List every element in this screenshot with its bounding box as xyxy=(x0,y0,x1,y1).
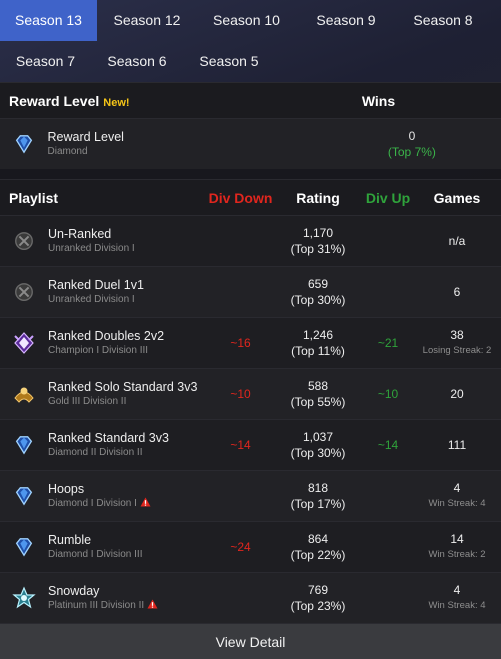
playlist-name: Snowday xyxy=(48,583,100,598)
tab-season-9[interactable]: Season 9 xyxy=(316,12,376,28)
tab-season-8[interactable]: Season 8 xyxy=(413,12,473,28)
table-row: Ranked Doubles 2v2 Champion I Division I… xyxy=(0,317,501,368)
reward-name: Reward Level xyxy=(47,130,124,144)
div-up-value: ~10 xyxy=(377,387,399,401)
streak-label: Win Streak: 2 xyxy=(428,549,486,560)
div-up-value: ~21 xyxy=(377,336,399,350)
table-row: Hoops Diamond I Division I 818 (Top 17%)… xyxy=(0,470,501,521)
table-row: Un-Ranked Unranked Division I 1,170 (Top… xyxy=(0,215,501,266)
rating-top: (Top 30%) xyxy=(290,446,346,460)
diamond-icon xyxy=(0,536,48,558)
playlist-division: Gold III Division II xyxy=(48,396,127,407)
new-badge: New! xyxy=(103,96,130,109)
table-row: Rumble Diamond I Division III ~24 864 (T… xyxy=(0,521,501,572)
unranked-icon xyxy=(0,230,48,252)
playlist-division: Diamond I Division III xyxy=(48,549,143,560)
playlist-name: Ranked Solo Standard 3v3 xyxy=(48,380,198,394)
playlist-name: Ranked Doubles 2v2 xyxy=(48,329,165,343)
reward-header-label: Reward Level xyxy=(9,92,100,109)
streak-label: Win Streak: 4 xyxy=(428,600,486,611)
reward-header: Reward Level New! Wins xyxy=(0,82,501,118)
playlist-name: Hoops xyxy=(48,481,85,496)
games-value: 4 xyxy=(453,583,461,597)
streak-label: Win Streak: 4 xyxy=(428,498,486,509)
rating-value: 818 xyxy=(307,481,329,495)
rating-value: 1,037 xyxy=(302,430,334,444)
table-row: Ranked Duel 1v1 Unranked Division I 659 … xyxy=(0,266,501,317)
playlist-division: Platinum III Division II xyxy=(48,600,145,611)
season-tabs: Season 13 Season 12 Season 10 Season 9 S… xyxy=(0,0,501,82)
playlist-division: Diamond II Division II xyxy=(48,447,143,458)
div-up-value: ~14 xyxy=(377,438,399,452)
playlist-column-header: Playlist xyxy=(9,189,59,206)
warning-icon xyxy=(147,598,158,614)
playlist-division: Diamond I Division I xyxy=(48,498,137,509)
rating-top: (Top 30%) xyxy=(290,293,346,307)
div-down-column-header: Div Down xyxy=(208,189,273,206)
view-detail-button[interactable]: View Detail xyxy=(0,623,501,659)
diamond-icon xyxy=(0,485,48,507)
playlist-name: Ranked Duel 1v1 xyxy=(48,278,144,292)
gold-icon xyxy=(0,382,48,406)
tab-season-7[interactable]: Season 7 xyxy=(15,53,76,69)
div-down-value: ~10 xyxy=(230,387,251,401)
games-value: n/a xyxy=(448,233,466,248)
rating-top: (Top 23%) xyxy=(290,599,346,613)
tab-season-12[interactable]: Season 12 xyxy=(113,12,181,28)
games-value: 20 xyxy=(450,386,464,401)
rating-value: 659 xyxy=(307,277,329,291)
playlist-division: Unranked Division I xyxy=(48,243,135,254)
playlist-division: Champion I Division III xyxy=(48,345,149,356)
rating-value: 588 xyxy=(307,379,329,393)
stats-panel: Reward Level New! Wins Reward Level Diamo… xyxy=(0,82,501,659)
rating-top: (Top 17%) xyxy=(290,497,346,511)
playlist-name: Un-Ranked xyxy=(48,227,112,241)
div-down-value: ~14 xyxy=(230,438,251,452)
rating-top: (Top 22%) xyxy=(290,548,346,562)
games-column-header: Games xyxy=(433,189,481,206)
warning-icon xyxy=(140,496,151,512)
rating-value: 864 xyxy=(307,532,329,546)
playlist-header: Playlist Div Down Rating Div Up Games xyxy=(0,179,501,215)
games-value: 4 xyxy=(453,481,461,495)
games-value: 14 xyxy=(450,532,464,546)
wins-header: Wins xyxy=(361,92,396,109)
rating-value: 1,246 xyxy=(302,328,334,342)
table-row: Ranked Solo Standard 3v3 Gold III Divisi… xyxy=(0,368,501,419)
rating-value: 769 xyxy=(307,583,329,597)
playlist-division: Unranked Division I xyxy=(48,294,135,305)
diamond-icon xyxy=(0,133,48,155)
rating-top: (Top 11%) xyxy=(291,344,345,358)
unranked-icon xyxy=(0,281,48,303)
streak-label: Losing Streak: 2 xyxy=(422,345,492,356)
div-down-value: ~24 xyxy=(230,540,251,554)
platinum-icon xyxy=(0,586,48,610)
reward-row: Reward Level Diamond 0 (Top 7%) xyxy=(0,118,501,169)
tab-season-6[interactable]: Season 6 xyxy=(107,53,167,69)
wins-top: (Top 7%) xyxy=(387,145,436,159)
reward-tier: Diamond xyxy=(47,146,88,157)
wins-value: 0 xyxy=(408,129,416,143)
diamond-icon xyxy=(0,434,48,456)
champion-icon xyxy=(0,331,48,355)
playlist-name: Rumble xyxy=(48,533,92,547)
rating-top: (Top 55%) xyxy=(290,395,346,409)
div-down-value: ~16 xyxy=(230,336,251,350)
tab-season-10[interactable]: Season 10 xyxy=(213,12,280,28)
games-value: 6 xyxy=(453,284,461,299)
table-row: Ranked Standard 3v3 Diamond II Division … xyxy=(0,419,501,470)
rating-top: (Top 31%) xyxy=(290,242,346,256)
table-row: Snowday Platinum III Division II 769 (To… xyxy=(0,572,501,623)
tab-season-13[interactable]: Season 13 xyxy=(0,0,97,41)
games-value: 111 xyxy=(447,437,467,452)
tab-season-5[interactable]: Season 5 xyxy=(199,53,259,69)
games-value: 38 xyxy=(450,328,464,342)
playlist-name: Ranked Standard 3v3 xyxy=(48,431,169,445)
rating-column-header: Rating xyxy=(296,189,340,206)
div-up-column-header: Div Up xyxy=(365,189,411,206)
rating-value: 1,170 xyxy=(302,226,334,240)
playlist-rows: Un-Ranked Unranked Division I 1,170 (Top… xyxy=(0,215,501,623)
